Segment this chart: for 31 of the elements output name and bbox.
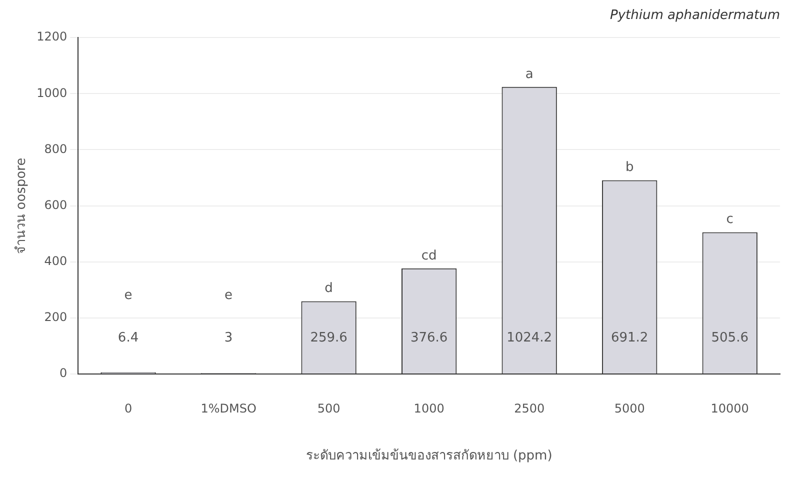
y-tick-label: 1200 (36, 30, 68, 44)
x-axis-title: ระดับความเข้มข้นของสารสกัดหยาบ (ppm) (306, 448, 552, 464)
data-label: 259.6 (310, 330, 348, 346)
data-label: 691.2 (610, 330, 648, 346)
y-axis-title: จำนวน oospore (14, 158, 30, 254)
annotation: e (224, 288, 233, 303)
y-tick-label: 0 (60, 366, 68, 380)
y-tick-label: 200 (44, 310, 68, 324)
y-tick-label: 1000 (36, 86, 68, 100)
y-tick-label: 800 (44, 142, 68, 156)
annotation: cd (421, 248, 437, 264)
data-label: 3 (224, 330, 233, 346)
x-tick-label: 500 (317, 401, 340, 416)
annotation: d (324, 281, 333, 296)
chart-title: Pythium aphanidermatum (610, 8, 780, 24)
y-tick-label: 600 (44, 198, 68, 212)
x-tick-label: 10000 (710, 401, 749, 416)
x-tick-label: 0 (124, 401, 132, 416)
x-tick-label: 5000 (614, 401, 645, 416)
data-label: 6.4 (118, 330, 139, 346)
x-tick-label: 2500 (514, 401, 545, 416)
data-label: 1024.2 (506, 330, 552, 346)
annotation: c (726, 212, 734, 228)
x-tick-label: 1000 (414, 401, 444, 416)
x-tick-label: 1%DMSO (200, 401, 256, 416)
y-tick-label: 400 (44, 254, 68, 268)
annotation: e (124, 288, 132, 303)
data-label: 376.6 (410, 330, 448, 346)
annotation: b (625, 160, 634, 176)
annotation: a (525, 66, 534, 82)
data-label: 505.6 (711, 330, 748, 346)
